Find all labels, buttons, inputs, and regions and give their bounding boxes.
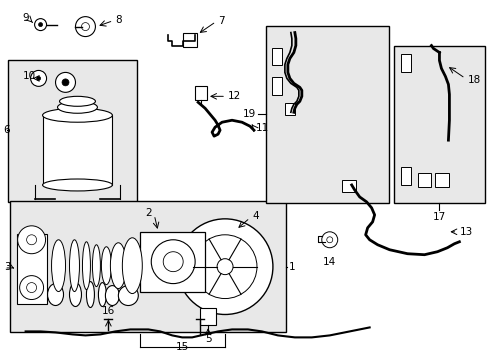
Text: 9: 9 [22,13,29,23]
Circle shape [151,240,195,284]
Circle shape [326,237,332,243]
Circle shape [26,283,37,293]
Text: 7: 7 [218,15,224,26]
Ellipse shape [101,247,111,285]
Text: 5: 5 [204,334,211,345]
Ellipse shape [42,108,112,122]
Bar [400,167,410,185]
Circle shape [35,19,46,31]
Ellipse shape [69,283,81,306]
Circle shape [31,71,46,86]
Bar [17,234,46,303]
Ellipse shape [58,101,97,113]
Ellipse shape [92,245,100,287]
Bar [271,77,281,95]
Ellipse shape [69,240,80,292]
Circle shape [321,232,337,248]
Circle shape [20,276,43,300]
Circle shape [18,226,45,254]
Text: 18: 18 [467,75,480,85]
Text: 13: 13 [458,227,472,237]
Text: 19: 19 [242,109,255,119]
Bar [285,103,294,115]
Ellipse shape [86,282,94,307]
Text: 6: 6 [4,125,10,135]
Text: 16: 16 [102,306,115,316]
Bar [140,232,204,292]
Circle shape [81,23,89,31]
Ellipse shape [105,285,119,306]
Bar [265,26,388,203]
Bar [400,54,410,72]
Ellipse shape [82,242,90,289]
Ellipse shape [42,179,112,191]
Text: 15: 15 [175,342,188,352]
Bar [200,307,216,325]
Ellipse shape [118,285,138,306]
Text: 3: 3 [4,262,10,272]
Circle shape [177,219,272,315]
Circle shape [62,79,69,86]
Text: 12: 12 [227,91,241,101]
Bar [271,48,281,66]
Ellipse shape [47,284,63,306]
Circle shape [193,235,256,298]
Ellipse shape [122,238,142,293]
Text: 10: 10 [22,71,36,81]
Text: 14: 14 [323,257,336,267]
Text: 8: 8 [115,15,122,24]
Bar [183,32,197,46]
Text: 11: 11 [255,123,269,133]
Ellipse shape [110,243,126,289]
Bar [435,173,448,187]
Circle shape [39,23,42,27]
Text: 2: 2 [145,208,152,218]
Circle shape [37,76,41,80]
Circle shape [217,259,233,275]
Bar [341,180,355,192]
Bar [195,86,207,100]
Bar [393,45,484,203]
Ellipse shape [98,283,106,306]
Text: 1: 1 [288,262,295,272]
Ellipse shape [60,96,95,106]
Bar [8,60,137,202]
Text: 4: 4 [251,211,258,221]
Ellipse shape [51,240,65,292]
Circle shape [26,235,37,245]
Circle shape [56,72,75,92]
Bar [42,115,112,185]
Text: 17: 17 [432,212,445,222]
Bar [10,201,285,332]
Circle shape [75,17,95,37]
Circle shape [163,252,183,272]
Bar [417,173,430,187]
